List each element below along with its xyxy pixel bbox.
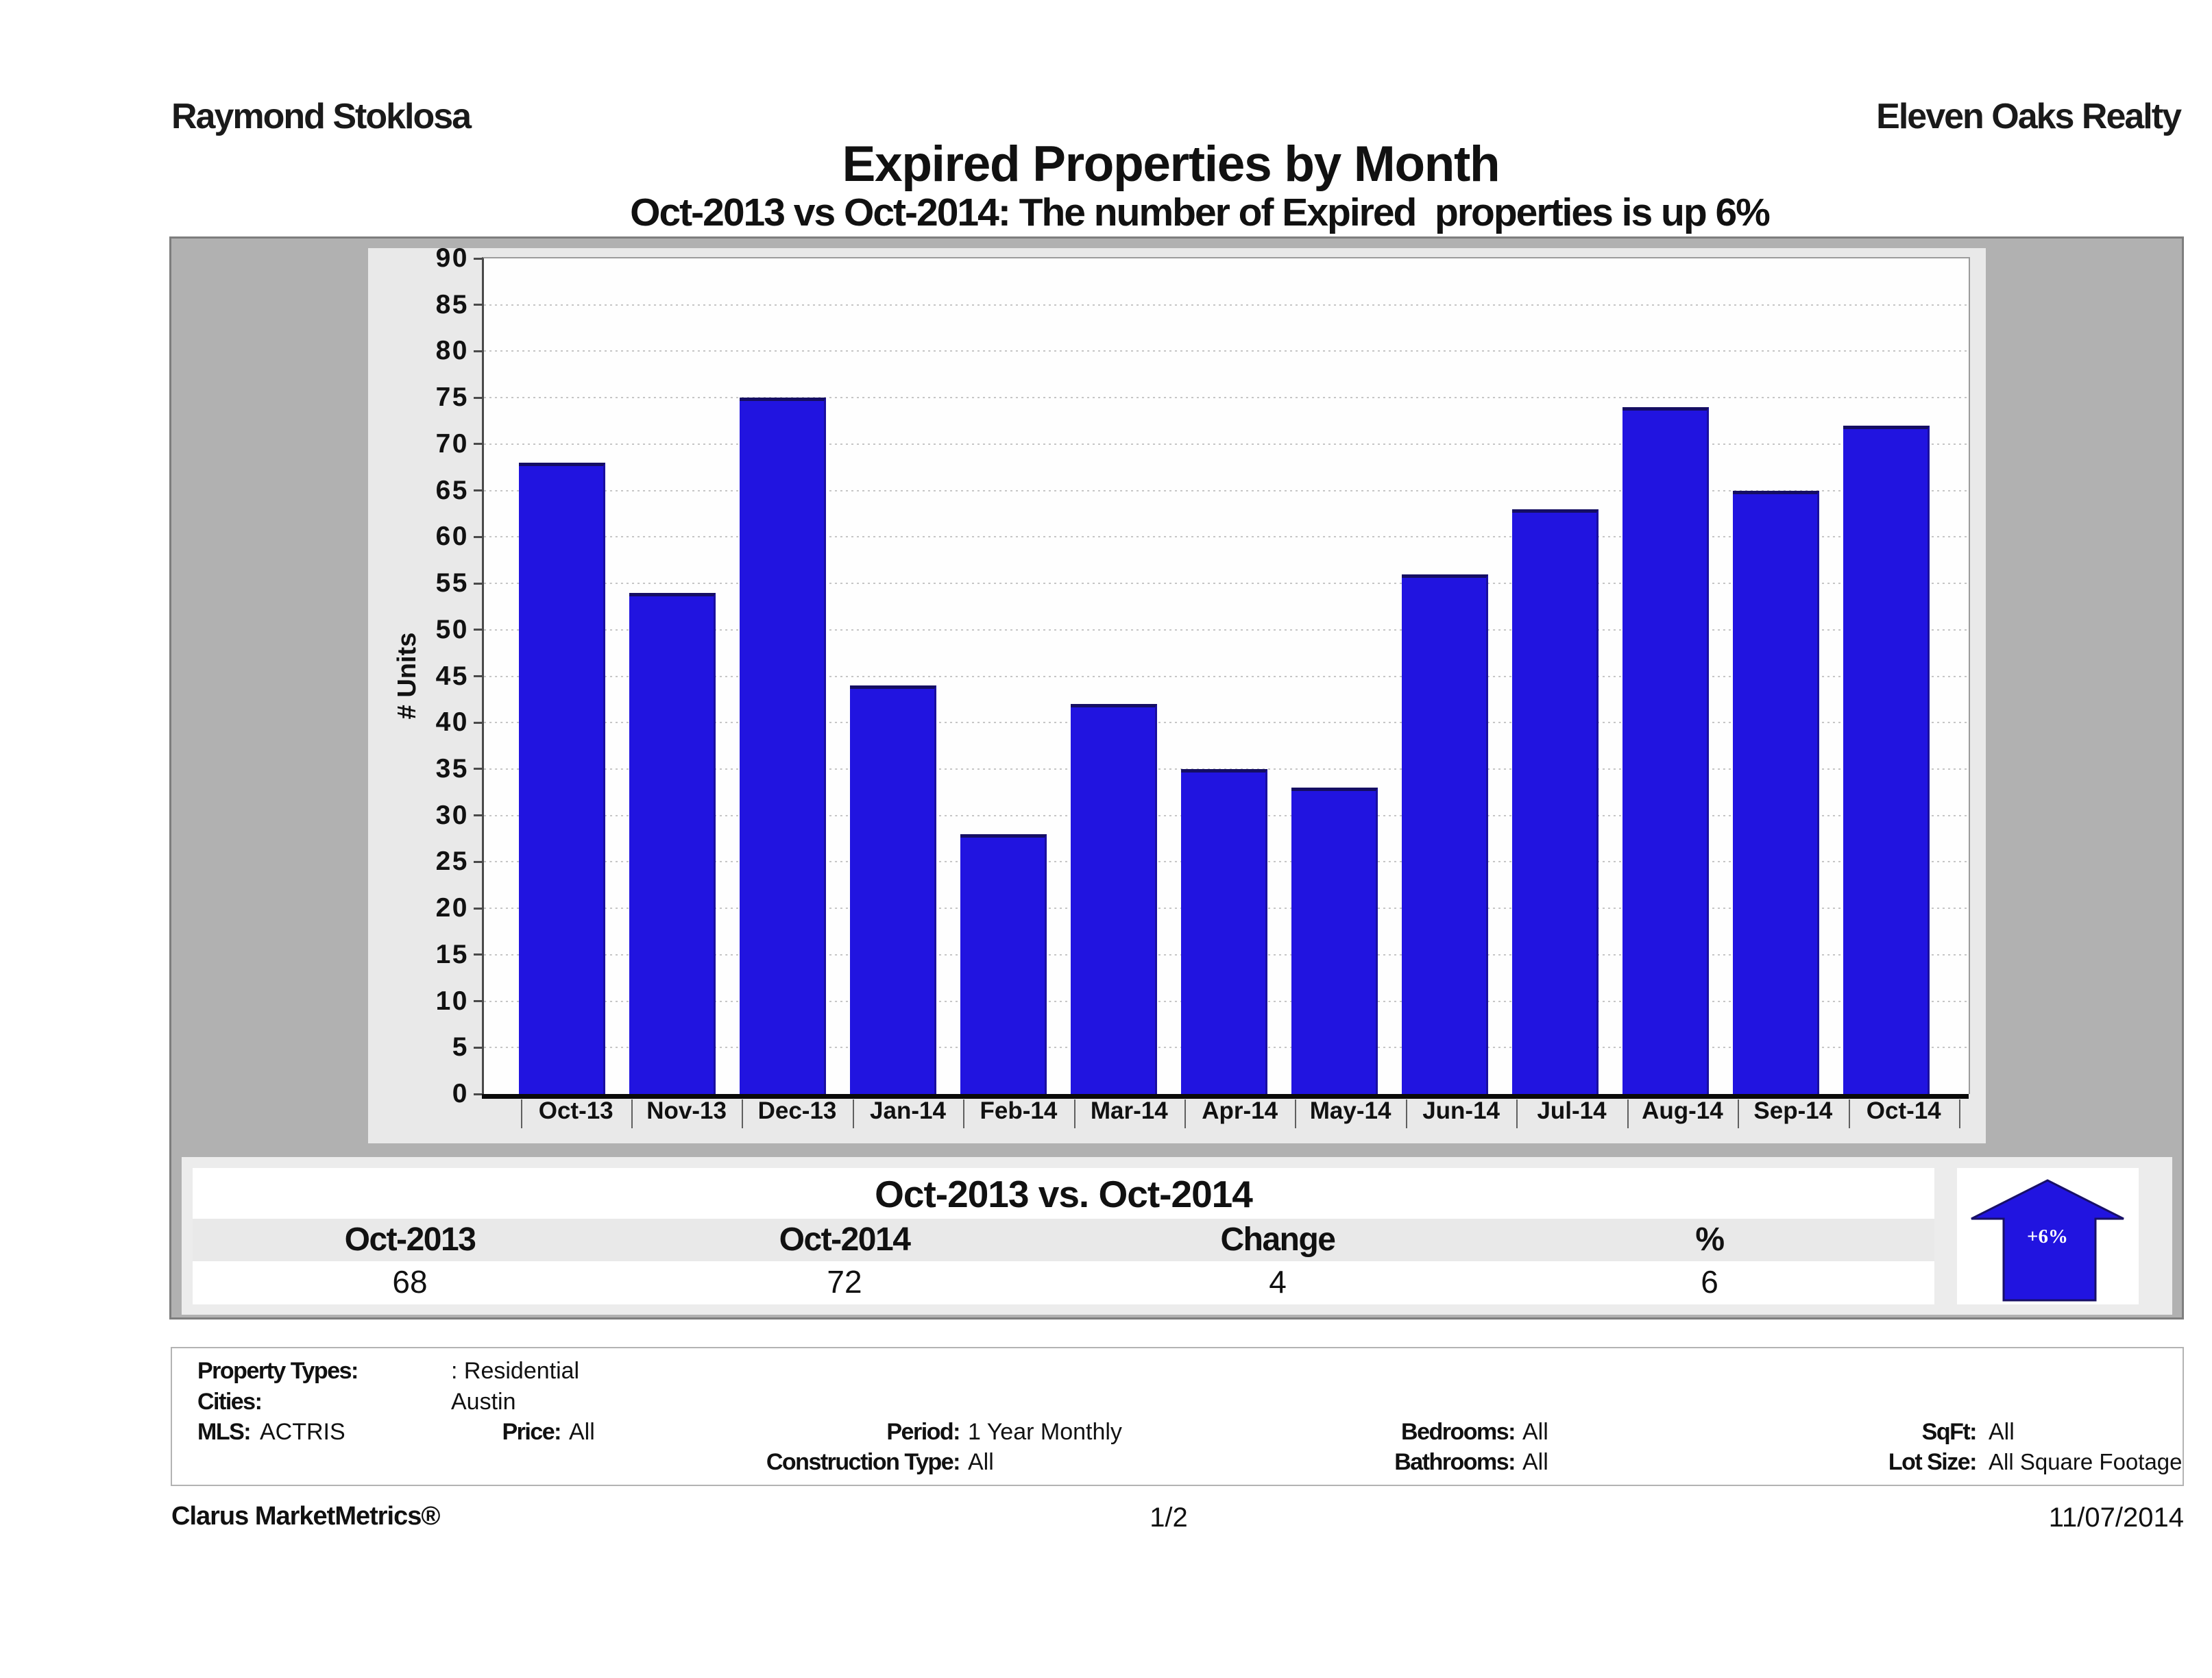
svg-text:+6%: +6% [2027, 1226, 2068, 1248]
